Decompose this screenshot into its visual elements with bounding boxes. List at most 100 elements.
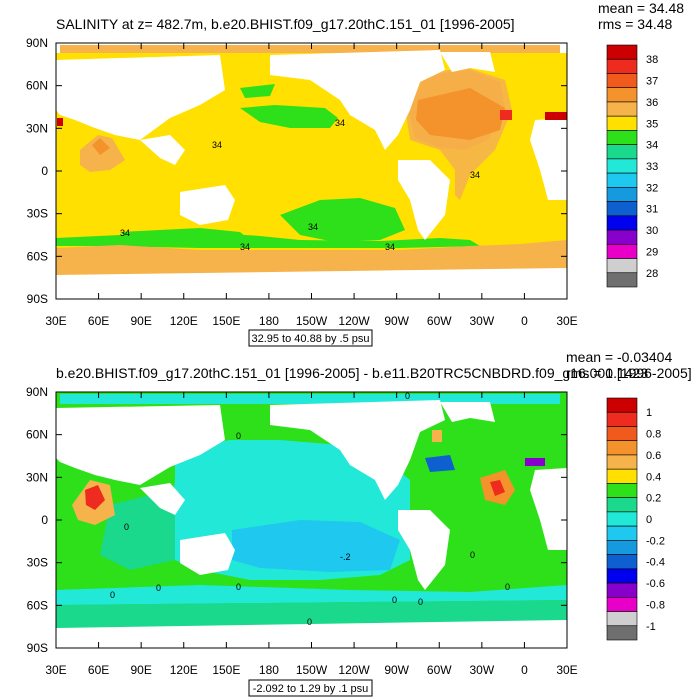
colorbar-label: 31 bbox=[646, 204, 658, 216]
panel-1-north-pacific-patch bbox=[240, 84, 275, 98]
panel-1-contour-label: 34 bbox=[240, 242, 250, 252]
y-tick-label: 30S bbox=[27, 556, 48, 570]
y-tick-label: 90N bbox=[26, 385, 48, 399]
panel-2-contour-label: 0 bbox=[236, 582, 241, 592]
panel-2-contour-label: 0 bbox=[124, 522, 129, 532]
panel-2-gulf-stream-low bbox=[425, 455, 455, 472]
x-tick-label: 150E bbox=[212, 663, 240, 677]
y-tick-label: 60S bbox=[27, 249, 48, 263]
colorbar-label: 0.4 bbox=[646, 471, 661, 483]
colorbar-swatch bbox=[606, 115, 638, 131]
panel-2-contour-label: 0 bbox=[505, 582, 510, 592]
colorbar-swatch bbox=[606, 497, 638, 513]
colorbar-swatch bbox=[606, 454, 638, 470]
panel-2-contour-info: -2.092 to 1.29 by .1 psu bbox=[253, 683, 369, 695]
panel-1-x-ticks: 30E 60E 90E 120E 150E 180 150W 120W 90W 60W 30W 0 30… bbox=[45, 43, 578, 328]
colorbar-swatch bbox=[606, 525, 638, 541]
panel-1-mean-label: mean = 34.48 bbox=[598, 0, 684, 16]
x-tick-label: 90E bbox=[130, 314, 151, 328]
panel-1-arabian-core bbox=[92, 138, 110, 155]
panel-2-australia-land bbox=[180, 533, 235, 575]
panel-2-contour-label: 0 bbox=[156, 583, 161, 593]
x-tick-label: 0 bbox=[521, 663, 528, 677]
x-tick-label: 90E bbox=[130, 663, 151, 677]
panel-2-contour-label: -.2 bbox=[340, 552, 351, 562]
x-tick-label: 30E bbox=[45, 663, 66, 677]
panel-2-indochina-land bbox=[140, 483, 185, 515]
panel-2-info-box bbox=[248, 679, 373, 697]
y-tick-label: 30N bbox=[26, 121, 48, 135]
colorbar-label: 32 bbox=[646, 182, 658, 194]
panel-1-contour-label: 34 bbox=[308, 222, 318, 232]
panel-2-contour-labels: 0 0 0 -.2 0 0 0 0 0 0 0 0 bbox=[110, 391, 510, 627]
colorbar-label: -1 bbox=[646, 621, 656, 633]
colorbar-swatch bbox=[606, 440, 638, 456]
colorbar-swatch bbox=[606, 540, 638, 555]
panel-2-colorbar: 1 0.8 0.6 0.4 0.2 0 -0.2 -0.4 -0.6 -0.8 -1 bbox=[606, 397, 665, 641]
x-tick-label: 30W bbox=[469, 663, 494, 677]
panel-1-colorbar: 38 37 36 35 34 33 32 31 30 29 28 bbox=[606, 44, 658, 288]
colorbar-swatch bbox=[606, 611, 638, 627]
panel-2-title: b.e20.BHIST.f09_g17.20thC.151_01 [1996-2… bbox=[56, 365, 692, 381]
colorbar-swatch bbox=[606, 58, 638, 74]
y-tick-label: 60N bbox=[26, 428, 48, 442]
panel-2-y-ticks: 90N 60N 30N 0 30S 60S 90S bbox=[26, 385, 567, 655]
panel-1-australia-land bbox=[180, 185, 235, 225]
panel-1-y-ticks: 90N 60N 30N 0 30S 60S 90S bbox=[26, 36, 567, 306]
colorbar-swatch bbox=[606, 568, 638, 584]
panel-1-eurasia-land bbox=[56, 55, 225, 140]
panel-1-contour-labels: 34 34 34 34 34 34 34 bbox=[120, 118, 480, 252]
y-tick-label: 0 bbox=[41, 513, 48, 527]
colorbar-label: 36 bbox=[646, 97, 658, 109]
colorbar-swatch bbox=[606, 158, 638, 174]
colorbar-label: 30 bbox=[646, 225, 658, 237]
panel-2-eurasia-land bbox=[56, 405, 225, 485]
x-tick-label: 60E bbox=[88, 663, 109, 677]
colorbar-label: 0.6 bbox=[646, 450, 661, 462]
panel-2-contour-label: 0 bbox=[110, 590, 115, 600]
colorbar-label: 34 bbox=[646, 140, 658, 152]
colorbar-swatch bbox=[606, 44, 638, 60]
panel-2-mean-label: mean = -0.03404 bbox=[566, 349, 672, 365]
colorbar-swatch bbox=[606, 625, 638, 641]
x-tick-label: 120E bbox=[170, 663, 198, 677]
panel-2-x-ticks: 30E 60E 90E 120E 150E 180 150W 120W 90W 60W 30W 0 30… bbox=[45, 392, 578, 677]
panel-2-mediterranean-purple bbox=[525, 458, 545, 466]
panel-1-arctic-ocean bbox=[60, 45, 560, 53]
colorbar-label: 28 bbox=[646, 268, 658, 280]
x-tick-label: 30E bbox=[556, 663, 577, 677]
colorbar-label: 33 bbox=[646, 161, 658, 173]
x-tick-label: 150W bbox=[296, 663, 328, 677]
colorbar-label: -0.4 bbox=[646, 557, 665, 569]
colorbar-swatch bbox=[606, 511, 638, 527]
panel-1-title: SALINITY at z= 482.7m, b.e20.BHIST.f09_g… bbox=[56, 16, 515, 32]
panel-1-arabian-sea bbox=[80, 135, 125, 172]
x-tick-label: 150W bbox=[296, 314, 328, 328]
panel-2-greenland-land bbox=[440, 402, 495, 422]
colorbar-swatch bbox=[606, 130, 638, 145]
panel-2-antarctica-land bbox=[56, 620, 567, 648]
panel-2-contour-label: 0 bbox=[307, 617, 312, 627]
y-tick-label: 90S bbox=[27, 641, 48, 655]
panel-1-map bbox=[56, 43, 567, 299]
x-tick-label: 60W bbox=[427, 314, 452, 328]
colorbar-swatch bbox=[606, 397, 638, 413]
colorbar-swatch bbox=[606, 468, 638, 484]
x-tick-label: 120E bbox=[170, 314, 198, 328]
colorbar-label: 37 bbox=[646, 76, 658, 88]
panel-1-info-box bbox=[248, 329, 373, 347]
colorbar-label: 0 bbox=[646, 514, 652, 526]
x-tick-label: 60W bbox=[427, 663, 452, 677]
x-tick-label: 0 bbox=[521, 314, 528, 328]
y-tick-label: 30S bbox=[27, 207, 48, 221]
y-tick-label: 90N bbox=[26, 36, 48, 50]
panel-2-southern-cyan-band bbox=[56, 585, 567, 605]
colorbar-swatch bbox=[606, 229, 638, 245]
y-tick-label: 60S bbox=[27, 598, 48, 612]
panel-2: mean = -0.03404 b.e20.BHIST.f09_g17.20th… bbox=[26, 349, 692, 697]
colorbar-label: 1 bbox=[646, 407, 652, 419]
panel-2-contour-label: 0 bbox=[405, 391, 410, 401]
colorbar-swatch bbox=[606, 101, 638, 117]
panel-1-southern-green-band bbox=[56, 232, 480, 248]
